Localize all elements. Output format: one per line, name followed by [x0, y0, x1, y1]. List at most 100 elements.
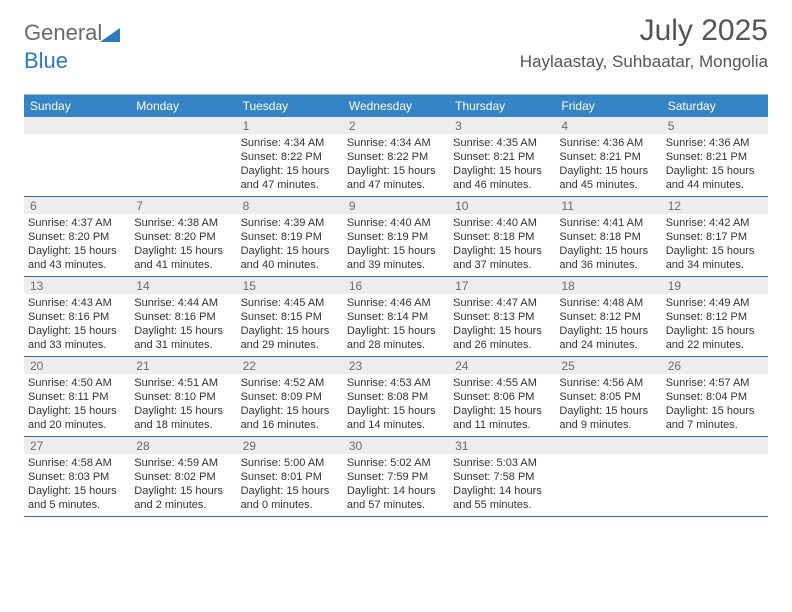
sunrise-text: Sunrise: 4:45 AM — [241, 296, 339, 310]
calendar-cell: 11Sunrise: 4:41 AMSunset: 8:18 PMDayligh… — [555, 197, 661, 276]
calendar-week: 27Sunrise: 4:58 AMSunset: 8:03 PMDayligh… — [24, 437, 768, 517]
calendar-cell: 3Sunrise: 4:35 AMSunset: 8:21 PMDaylight… — [449, 117, 555, 196]
sunrise-text: Sunrise: 4:59 AM — [134, 456, 232, 470]
daylight-text: Daylight: 15 hours and 9 minutes. — [559, 404, 657, 432]
daylight-text: Daylight: 15 hours and 11 minutes. — [453, 404, 551, 432]
sunset-text: Sunset: 8:20 PM — [134, 230, 232, 244]
daylight-text: Daylight: 15 hours and 43 minutes. — [28, 244, 126, 272]
day-number: 21 — [130, 357, 236, 374]
weekday-header: Wednesday — [343, 95, 449, 117]
daylight-text: Daylight: 15 hours and 31 minutes. — [134, 324, 232, 352]
calendar-cell: 6Sunrise: 4:37 AMSunset: 8:20 PMDaylight… — [24, 197, 130, 276]
calendar-cell: 18Sunrise: 4:48 AMSunset: 8:12 PMDayligh… — [555, 277, 661, 356]
sunrise-text: Sunrise: 4:38 AM — [134, 216, 232, 230]
sunset-text: Sunset: 8:15 PM — [241, 310, 339, 324]
day-number: 8 — [237, 197, 343, 214]
day-number — [130, 117, 236, 134]
sunrise-text: Sunrise: 4:56 AM — [559, 376, 657, 390]
sunset-text: Sunset: 8:10 PM — [134, 390, 232, 404]
calendar-cell: 15Sunrise: 4:45 AMSunset: 8:15 PMDayligh… — [237, 277, 343, 356]
day-number: 25 — [555, 357, 661, 374]
sunset-text: Sunset: 8:16 PM — [134, 310, 232, 324]
sunset-text: Sunset: 8:22 PM — [347, 150, 445, 164]
day-info: Sunrise: 4:59 AMSunset: 8:02 PMDaylight:… — [130, 454, 236, 512]
brand-word-1: General — [24, 20, 102, 45]
daylight-text: Daylight: 15 hours and 2 minutes. — [134, 484, 232, 512]
logo-triangle-icon — [100, 22, 120, 48]
calendar-week: 13Sunrise: 4:43 AMSunset: 8:16 PMDayligh… — [24, 277, 768, 357]
calendar-cell: 7Sunrise: 4:38 AMSunset: 8:20 PMDaylight… — [130, 197, 236, 276]
calendar-cell: 16Sunrise: 4:46 AMSunset: 8:14 PMDayligh… — [343, 277, 449, 356]
brand-logo: General Blue — [24, 20, 120, 74]
day-number: 22 — [237, 357, 343, 374]
weekday-header: Tuesday — [237, 95, 343, 117]
sunset-text: Sunset: 8:06 PM — [453, 390, 551, 404]
sunrise-text: Sunrise: 4:58 AM — [28, 456, 126, 470]
sunrise-text: Sunrise: 4:47 AM — [453, 296, 551, 310]
day-info: Sunrise: 4:55 AMSunset: 8:06 PMDaylight:… — [449, 374, 555, 432]
sunrise-text: Sunrise: 4:55 AM — [453, 376, 551, 390]
day-number: 16 — [343, 277, 449, 294]
daylight-text: Daylight: 15 hours and 41 minutes. — [134, 244, 232, 272]
daylight-text: Daylight: 15 hours and 18 minutes. — [134, 404, 232, 432]
sunset-text: Sunset: 8:19 PM — [347, 230, 445, 244]
calendar-cell: 26Sunrise: 4:57 AMSunset: 8:04 PMDayligh… — [662, 357, 768, 436]
day-number — [555, 437, 661, 454]
day-info: Sunrise: 5:03 AMSunset: 7:58 PMDaylight:… — [449, 454, 555, 512]
daylight-text: Daylight: 15 hours and 34 minutes. — [666, 244, 764, 272]
day-info: Sunrise: 4:34 AMSunset: 8:22 PMDaylight:… — [343, 134, 449, 192]
sunset-text: Sunset: 8:20 PM — [28, 230, 126, 244]
daylight-text: Daylight: 15 hours and 39 minutes. — [347, 244, 445, 272]
sunset-text: Sunset: 8:08 PM — [347, 390, 445, 404]
day-info: Sunrise: 4:42 AMSunset: 8:17 PMDaylight:… — [662, 214, 768, 272]
day-info: Sunrise: 4:40 AMSunset: 8:19 PMDaylight:… — [343, 214, 449, 272]
sunset-text: Sunset: 8:12 PM — [559, 310, 657, 324]
daylight-text: Daylight: 14 hours and 55 minutes. — [453, 484, 551, 512]
day-number: 11 — [555, 197, 661, 214]
calendar-cell: 12Sunrise: 4:42 AMSunset: 8:17 PMDayligh… — [662, 197, 768, 276]
daylight-text: Daylight: 15 hours and 28 minutes. — [347, 324, 445, 352]
day-number: 15 — [237, 277, 343, 294]
calendar-cell: 29Sunrise: 5:00 AMSunset: 8:01 PMDayligh… — [237, 437, 343, 516]
day-number: 30 — [343, 437, 449, 454]
daylight-text: Daylight: 15 hours and 5 minutes. — [28, 484, 126, 512]
day-number: 4 — [555, 117, 661, 134]
day-number: 9 — [343, 197, 449, 214]
sunset-text: Sunset: 8:21 PM — [453, 150, 551, 164]
sunset-text: Sunset: 8:17 PM — [666, 230, 764, 244]
header: General Blue July 2025 Haylaastay, Suhba… — [24, 18, 768, 76]
sunset-text: Sunset: 8:05 PM — [559, 390, 657, 404]
daylight-text: Daylight: 15 hours and 29 minutes. — [241, 324, 339, 352]
sunrise-text: Sunrise: 4:40 AM — [347, 216, 445, 230]
day-number: 18 — [555, 277, 661, 294]
day-info: Sunrise: 4:49 AMSunset: 8:12 PMDaylight:… — [662, 294, 768, 352]
day-number: 19 — [662, 277, 768, 294]
day-info: Sunrise: 4:34 AMSunset: 8:22 PMDaylight:… — [237, 134, 343, 192]
calendar-cell: 4Sunrise: 4:36 AMSunset: 8:21 PMDaylight… — [555, 117, 661, 196]
day-number: 31 — [449, 437, 555, 454]
daylight-text: Daylight: 15 hours and 14 minutes. — [347, 404, 445, 432]
day-info: Sunrise: 4:45 AMSunset: 8:15 PMDaylight:… — [237, 294, 343, 352]
daylight-text: Daylight: 15 hours and 36 minutes. — [559, 244, 657, 272]
sunrise-text: Sunrise: 4:35 AM — [453, 136, 551, 150]
daylight-text: Daylight: 15 hours and 47 minutes. — [347, 164, 445, 192]
sunset-text: Sunset: 8:13 PM — [453, 310, 551, 324]
weekday-header-row: Sunday Monday Tuesday Wednesday Thursday… — [24, 95, 768, 117]
sunset-text: Sunset: 8:21 PM — [666, 150, 764, 164]
daylight-text: Daylight: 15 hours and 26 minutes. — [453, 324, 551, 352]
day-number: 26 — [662, 357, 768, 374]
calendar-cell: 28Sunrise: 4:59 AMSunset: 8:02 PMDayligh… — [130, 437, 236, 516]
day-number: 17 — [449, 277, 555, 294]
weekday-header: Sunday — [24, 95, 130, 117]
sunrise-text: Sunrise: 4:46 AM — [347, 296, 445, 310]
day-number: 6 — [24, 197, 130, 214]
daylight-text: Daylight: 15 hours and 47 minutes. — [241, 164, 339, 192]
sunrise-text: Sunrise: 4:50 AM — [28, 376, 126, 390]
sunset-text: Sunset: 8:11 PM — [28, 390, 126, 404]
weekday-header: Monday — [130, 95, 236, 117]
day-number: 20 — [24, 357, 130, 374]
calendar-cell: 9Sunrise: 4:40 AMSunset: 8:19 PMDaylight… — [343, 197, 449, 276]
sunrise-text: Sunrise: 4:53 AM — [347, 376, 445, 390]
daylight-text: Daylight: 15 hours and 33 minutes. — [28, 324, 126, 352]
sunrise-text: Sunrise: 5:02 AM — [347, 456, 445, 470]
